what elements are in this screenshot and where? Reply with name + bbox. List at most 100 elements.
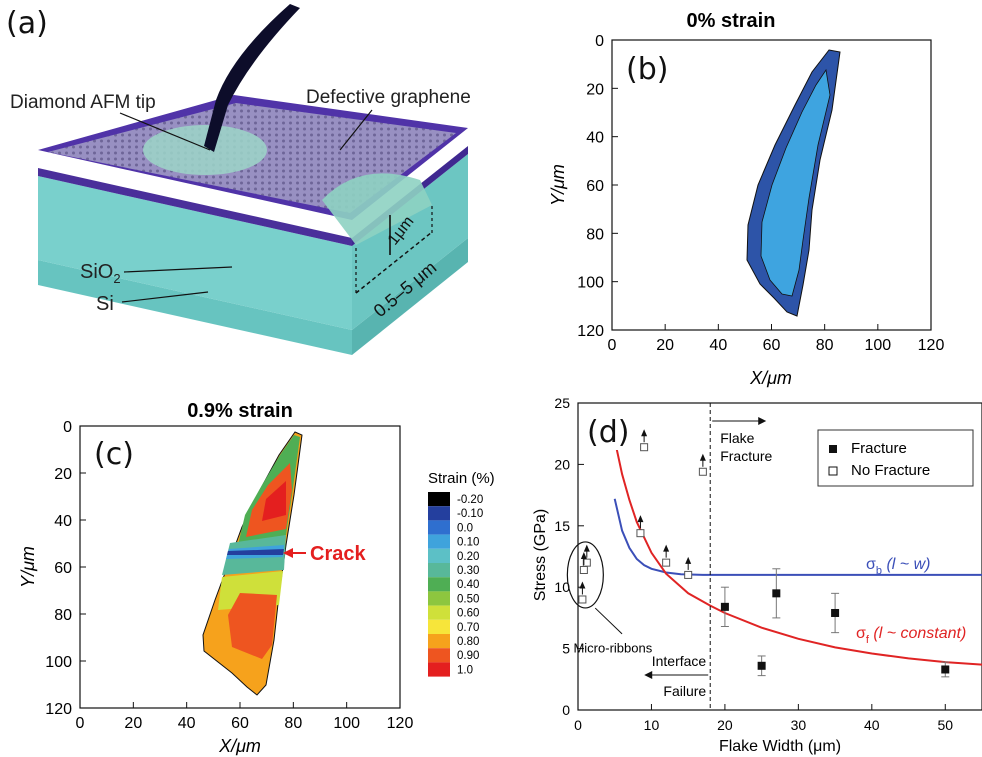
x-tick-label: 20 [656,337,674,354]
colorbar-swatch [428,648,450,663]
no-fracture-point [578,595,587,604]
lower-bound-arrowhead [685,556,692,564]
panel-b-y-ticks: 0 20 40 60 80 100 120 [577,33,618,340]
y-tick-label: 60 [54,560,72,577]
y-tick-label: 20 [586,81,604,98]
panel-b: 0% strain 0 20 40 60 80 100 120 0 20 40 60 80 100 12… [520,0,982,395]
colorbar-swatch [428,548,450,563]
sio2-right-face [352,154,468,330]
colorbar-label: 0.50 [457,593,479,605]
y-tick-label: 120 [577,323,604,340]
graphene-annotation: Defective graphene [306,87,470,108]
width-dash [355,231,433,294]
panel-c-x-ticks: 0 20 40 60 80 100 120 [76,702,414,732]
sio2-annotation: SiO2 [80,261,121,286]
colorbar-swatch [428,506,450,521]
crack-arrowhead [283,548,293,558]
colorbar-swatch [428,634,450,649]
x-tick-label: 0 [608,337,617,354]
colorbar-label: 0.30 [457,565,479,577]
y-tick-label: 100 [45,654,72,671]
y-tick-label: 5 [562,641,570,657]
panel-a: (a) Di [0,0,470,375]
no-fracture-point [698,467,707,476]
panel-d-ylabel: Stress (GPa) [532,509,549,601]
fracture-point [720,602,729,611]
x-tick-label: 50 [937,717,953,733]
afm-tip [204,4,300,152]
si-annotation: Si [96,293,114,315]
panel-c-y-ticks: 0 20 40 60 80 100 120 [45,419,86,718]
tip-annotation: Diamond AFM tip [10,92,156,113]
substrate-front-face [38,260,352,355]
micro-ribbons-arrow [594,607,623,635]
fracture-point [772,589,781,598]
crack-label: Crack [310,543,366,565]
panel-d-frame [577,402,982,711]
y-tick-label: 40 [54,513,72,530]
colorbar-label: 0.90 [457,650,479,662]
colorbar-label: 0.20 [457,551,479,563]
legend-label-fracture: Fracture [851,440,907,457]
no-fracture-point [662,558,671,567]
y-tick-label: 60 [586,178,604,195]
x-tick-label: 10 [644,717,660,733]
no-fracture-point [636,529,645,538]
panel-d: 0 10 20 30 40 50 0 5 10 15 20 25 σb (l ~ w) σf (l ~ … [525,395,982,757]
sio2-leader [123,266,233,273]
colorbar-label: 0.0 [457,522,473,534]
lower-bound-arrowhead [641,429,648,437]
x-tick-label: 120 [387,715,414,732]
y-tick-label: 20 [54,466,72,483]
panel-d-annotations: σb (l ~ w) σf (l ~ constant) Flake Fracture… [566,403,966,710]
hole-left [143,125,267,175]
colorbar-swatch [428,577,450,592]
flake-label: Fracture [720,448,772,464]
colorbar-swatch [428,492,450,507]
colorbar-label: -0.10 [457,508,483,520]
colorbar-swatch [428,591,450,606]
panel-d-points [578,429,950,678]
colorbar-swatch [428,534,450,549]
interface-label: Interface [652,653,707,669]
panel-c-ylabel: Y/μm [18,546,38,588]
x-tick-label: 20 [124,715,142,732]
curve-b [613,498,982,576]
panel-b-label: (b) [624,52,671,87]
fracture-point [757,661,766,670]
strain-core-upper [262,481,286,521]
substrate-right-face [352,238,468,355]
x-tick-label: 40 [709,337,727,354]
x-tick-label: 60 [763,337,781,354]
panel-b-title: 0% strain [687,10,776,32]
no-fracture-point [579,566,588,575]
colorbar-title: Strain (%) [428,470,495,487]
x-tick-label: 20 [717,717,733,733]
fracture-point [831,608,840,617]
strain-band-crack-dark [227,549,284,555]
no-fracture-point [684,570,693,579]
lower-bound-arrowhead [580,552,587,560]
panel-b-plot: 0% strain 0 20 40 60 80 100 120 0 20 40 60 80 100 12… [548,10,944,388]
oxide-front-face [38,168,352,246]
colorbar-label: 1.0 [457,664,473,676]
micro-ribbons-label: Micro-ribbons [573,641,652,656]
flake-label: Flake [720,430,754,446]
panel-c-xlabel: X/μm [218,736,261,756]
y-tick-label: 15 [554,518,570,534]
legend-marker-fracture [829,445,837,453]
colorbar-swatch [428,619,450,634]
y-tick-label: 80 [586,226,604,243]
x-tick-label: 0 [76,715,85,732]
strain-colorbar: -0.20 -0.10 0.0 0.10 0.20 0.30 0.40 0.50 0.60 0.7… [428,492,483,677]
curve-label-b: σb (l ~ w) [866,556,930,577]
panel-c-plot: 0.9% strain 0 20 40 60 80 100 120 0 20 40 60 80 100… [18,400,495,756]
x-tick-label: 80 [284,715,302,732]
flake-arrowhead [758,417,767,425]
lower-bound-arrowhead [637,515,644,523]
afm-schematic: Diamond AFM tip Defective graphene SiO2 … [10,4,470,355]
x-tick-label: 0 [574,717,582,733]
interface-arrowhead [644,671,653,679]
x-tick-label: 30 [791,717,807,733]
colorbar-label: 0.60 [457,608,479,620]
